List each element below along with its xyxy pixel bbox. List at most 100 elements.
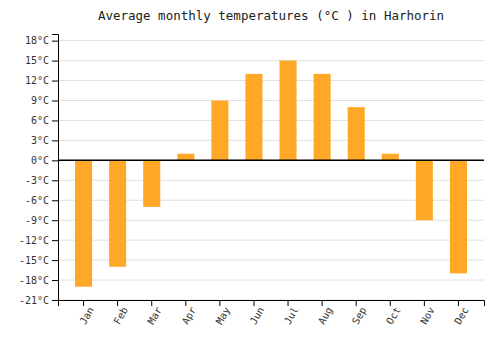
x-tick-mark — [458, 300, 459, 306]
bar — [450, 160, 467, 273]
x-tick-label: Oct — [384, 305, 403, 326]
x-tick-label: Sep — [350, 305, 369, 326]
x-axis: Jan Feb Mar Apr May Jun Jul Aug Sep Oct Nov Dec — [59, 300, 485, 326]
x-axis-line — [59, 301, 485, 307]
y-tick: 15°C — [25, 55, 58, 66]
y-tick-mark — [52, 260, 58, 261]
y-axis: -21°C-18°C-15°C-12°C-9°C-6°C-3°C0°C3°C6°… — [19, 35, 59, 306]
bar — [280, 61, 297, 161]
x-tick-label: Mar — [146, 305, 165, 326]
y-tick: 6°C — [31, 115, 58, 126]
y-tick-mark — [52, 160, 58, 161]
y-tick-mark — [52, 300, 58, 301]
x-tick-mark — [117, 300, 118, 306]
grid-line — [58, 100, 484, 101]
y-tick-label: -3°C — [25, 175, 49, 186]
x-tick: Apr — [180, 300, 199, 326]
y-tick-label: -9°C — [25, 215, 49, 226]
grid-line — [58, 140, 484, 141]
chart-svg: -21°C-18°C-15°C-12°C-9°C-6°C-3°C0°C3°C6°… — [0, 0, 500, 350]
y-tick: -12°C — [19, 235, 58, 246]
x-tick-label: Aug — [316, 305, 335, 326]
x-tick-mark — [390, 300, 391, 306]
bar — [75, 160, 92, 286]
plot-area: -21°C-18°C-15°C-12°C-9°C-6°C-3°C0°C3°C6°… — [19, 35, 485, 327]
x-tick-mark — [322, 300, 323, 306]
y-tick-label: -6°C — [25, 195, 49, 206]
y-tick: -15°C — [19, 255, 58, 266]
x-tick-mark — [151, 300, 152, 306]
bar — [211, 101, 228, 161]
bar — [177, 154, 194, 161]
x-tick: Aug — [316, 300, 335, 326]
y-tick-label: 0°C — [31, 155, 49, 166]
x-tick-mark — [219, 300, 220, 306]
y-tick-mark — [52, 61, 58, 62]
x-tick-mark — [356, 300, 357, 306]
x-tick-mark — [288, 300, 289, 306]
y-tick: 0°C — [31, 155, 58, 166]
bar — [245, 74, 262, 160]
zero-line — [58, 160, 484, 162]
grid — [58, 41, 484, 300]
x-tick: May — [214, 300, 233, 326]
y-tick: 12°C — [25, 75, 58, 86]
y-tick: -18°C — [19, 275, 58, 286]
x-tick-label: May — [214, 305, 233, 326]
y-tick-label: -18°C — [19, 275, 49, 286]
grid-line — [58, 120, 484, 121]
x-tick: Oct — [384, 300, 403, 326]
bars — [75, 61, 467, 287]
y-tick: -9°C — [25, 215, 58, 226]
y-tick-mark — [52, 120, 58, 121]
chart-title: Average monthly temperatures (°C ) in Ha… — [98, 8, 444, 23]
x-tick: Sep — [350, 300, 369, 326]
y-tick-mark — [52, 220, 58, 221]
y-tick-label: 15°C — [25, 55, 49, 66]
x-tick-label: Dec — [452, 305, 471, 326]
x-tick-mark — [424, 300, 425, 306]
x-tick: Feb — [111, 300, 130, 326]
y-tick-mark — [52, 240, 58, 241]
grid-line — [58, 40, 484, 41]
x-tick: Nov — [418, 300, 437, 326]
y-tick-label: 9°C — [31, 95, 49, 106]
grid-line — [58, 280, 484, 281]
x-tick-label: Feb — [111, 305, 130, 326]
y-tick: 9°C — [31, 95, 58, 106]
y-axis-line — [52, 35, 59, 301]
bar — [109, 160, 126, 266]
y-tick: 3°C — [31, 135, 58, 146]
chart-container: -21°C-18°C-15°C-12°C-9°C-6°C-3°C0°C3°C6°… — [0, 0, 500, 350]
x-tick-label: Nov — [418, 305, 437, 326]
y-tick-label: 3°C — [31, 135, 49, 146]
y-tick: -3°C — [25, 175, 58, 186]
y-tick-mark — [52, 200, 58, 201]
x-tick: Dec — [452, 300, 471, 326]
y-tick-label: -15°C — [19, 255, 49, 266]
x-tick: Jun — [248, 300, 267, 326]
grid-line — [58, 80, 484, 81]
x-tick-mark — [83, 300, 84, 306]
bar — [143, 160, 160, 207]
bar — [416, 160, 433, 220]
y-tick-mark — [52, 180, 58, 181]
y-tick-mark — [52, 81, 58, 82]
x-tick: Mar — [146, 300, 165, 326]
y-tick: 18°C — [25, 35, 58, 46]
x-tick-label: Jun — [248, 305, 267, 326]
y-tick: -6°C — [25, 195, 58, 206]
x-tick-mark — [185, 300, 186, 306]
y-tick-mark — [52, 280, 58, 281]
y-tick-label: 18°C — [25, 35, 49, 46]
x-tick-label: Apr — [180, 305, 199, 326]
grid-line — [58, 60, 484, 61]
bar — [348, 107, 365, 160]
x-tick-mark — [253, 300, 254, 306]
x-tick: Jan — [77, 300, 96, 326]
y-tick-mark — [52, 41, 58, 42]
x-tick-label: Jul — [282, 305, 301, 326]
y-tick-mark — [52, 140, 58, 141]
y-tick-label: -12°C — [19, 235, 49, 246]
x-tick: Jul — [282, 300, 301, 326]
